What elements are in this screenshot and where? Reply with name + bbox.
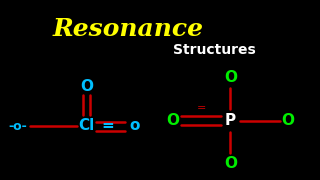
Text: O: O bbox=[224, 70, 237, 85]
Text: -o-: -o- bbox=[8, 120, 27, 132]
Text: =: = bbox=[102, 118, 114, 134]
Text: P: P bbox=[225, 113, 236, 128]
Text: O: O bbox=[224, 156, 237, 171]
Text: o: o bbox=[129, 118, 140, 134]
Text: Resonance: Resonance bbox=[52, 17, 204, 41]
Text: Cl: Cl bbox=[78, 118, 94, 134]
Text: O: O bbox=[282, 113, 294, 128]
Text: O: O bbox=[166, 113, 179, 128]
Text: O: O bbox=[80, 79, 93, 94]
Text: Structures: Structures bbox=[173, 43, 256, 57]
Text: =: = bbox=[197, 103, 206, 113]
